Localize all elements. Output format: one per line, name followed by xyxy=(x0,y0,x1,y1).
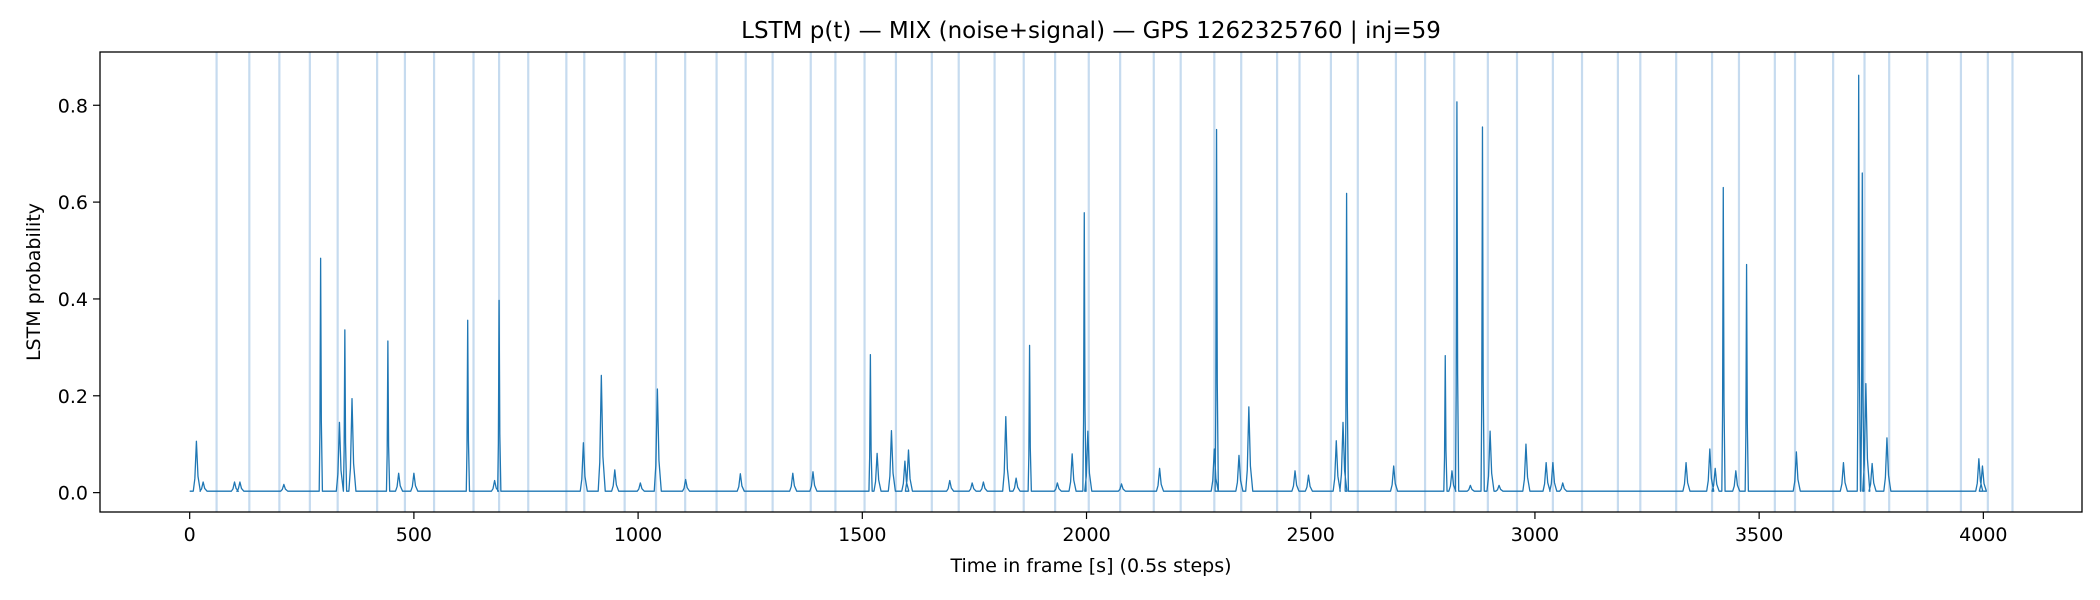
series-layer xyxy=(189,74,1988,492)
y-axis-ticks: 0.0 0.2 0.4 0.6 0.8 xyxy=(58,95,100,505)
y-tick-label: 0.0 xyxy=(58,483,88,505)
x-tick-label: 0 xyxy=(184,524,196,546)
x-tick-label: 1000 xyxy=(614,524,662,546)
x-axis-label: Time in frame [s] (0.5s steps) xyxy=(949,555,1231,577)
y-tick-label: 0.4 xyxy=(58,289,88,311)
y-tick-label: 0.8 xyxy=(58,95,88,117)
injection-markers xyxy=(215,52,2014,512)
x-tick-label: 3500 xyxy=(1735,524,1783,546)
x-axis-ticks: 0 500 1000 1500 2000 2500 3000 3500 4000 xyxy=(184,512,2008,546)
x-tick-label: 4000 xyxy=(1959,524,2007,546)
y-tick-label: 0.6 xyxy=(58,192,88,214)
chart-title: LSTM p(t) — MIX (noise+signal) — GPS 126… xyxy=(741,18,1441,44)
y-axis-label: LSTM probability xyxy=(23,203,45,361)
x-tick-label: 2000 xyxy=(1062,524,1110,546)
x-tick-label: 1500 xyxy=(838,524,886,546)
x-tick-label: 500 xyxy=(396,524,432,546)
x-tick-label: 3000 xyxy=(1511,524,1559,546)
axes-frame xyxy=(99,51,2083,513)
y-tick-label: 0.2 xyxy=(58,386,88,408)
lstm-probability-line xyxy=(189,74,1988,492)
x-tick-label: 2500 xyxy=(1287,524,1335,546)
